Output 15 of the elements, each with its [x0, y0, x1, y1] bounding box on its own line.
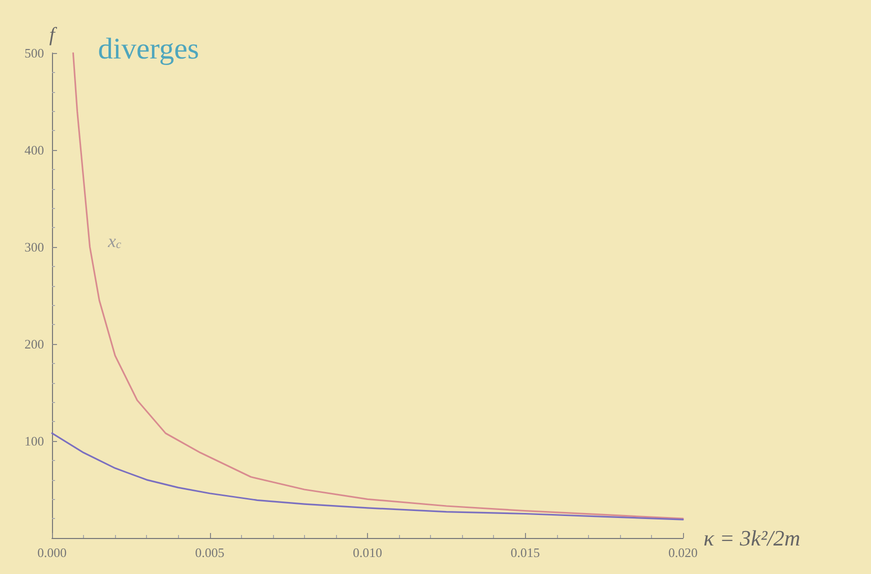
- x-axis-title: κ = 3k²/2m: [704, 526, 800, 550]
- x-tick-label: 0.000: [37, 545, 67, 560]
- y-tick-label: 400: [24, 142, 44, 158]
- x-tick-label: 0.015: [510, 545, 540, 560]
- x-tick-label: 0.010: [352, 545, 382, 560]
- y-tick-label: 200: [24, 336, 44, 352]
- y-tick-label: 500: [24, 46, 44, 60]
- y-axis-title: f: [49, 24, 58, 46]
- x-tick-label: 0.005: [195, 545, 224, 560]
- y-tick-label: 300: [24, 240, 44, 254]
- line-series: [51, 432, 684, 520]
- annotation: diverges: [98, 32, 200, 66]
- y-tick-label: 100: [24, 434, 44, 448]
- annotation: xc: [107, 231, 122, 252]
- x-tick-label: 0.020: [668, 545, 698, 560]
